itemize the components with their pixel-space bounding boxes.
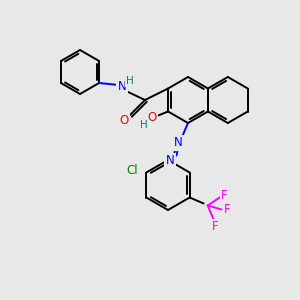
Text: Cl: Cl (127, 164, 138, 177)
Text: F: F (221, 189, 228, 202)
Text: H: H (140, 119, 148, 130)
Text: N: N (166, 154, 174, 167)
Text: N: N (118, 80, 126, 94)
Text: F: F (212, 220, 219, 233)
Text: N: N (174, 136, 182, 149)
Text: O: O (148, 111, 157, 124)
Text: F: F (224, 203, 231, 216)
Text: H: H (126, 76, 134, 86)
Text: O: O (119, 113, 129, 127)
